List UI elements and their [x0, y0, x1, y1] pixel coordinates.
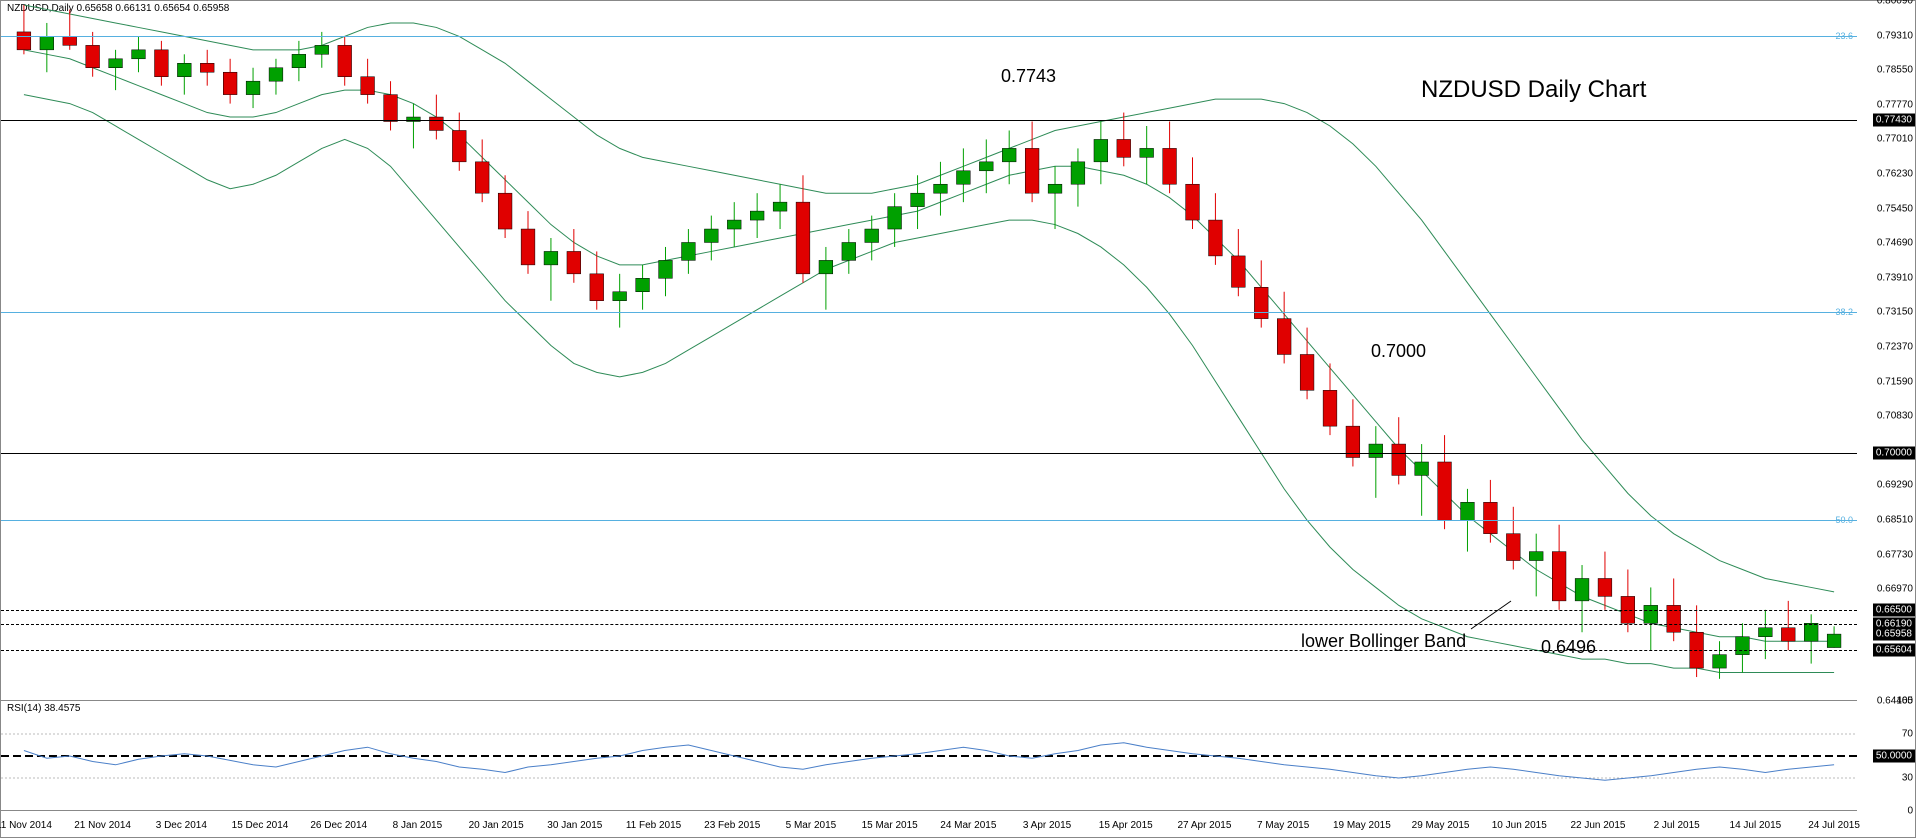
y-axis-rsi: 030507010050.0000: [1855, 701, 1915, 811]
date-tick: 8 Jan 2015: [393, 820, 443, 831]
date-tick: 30 Jan 2015: [547, 820, 602, 831]
chart-container: NZDUSD,Daily 0.65658 0.66131 0.65654 0.6…: [0, 0, 1916, 838]
price-label: 0.80090: [1877, 0, 1913, 7]
price-label: 0.69290: [1877, 479, 1913, 490]
date-tick: 29 May 2015: [1412, 820, 1470, 831]
price-label: 0.73910: [1877, 272, 1913, 283]
annotation-text: NZDUSD Daily Chart: [1421, 76, 1646, 104]
date-tick: 11 Nov 2014: [0, 820, 52, 831]
price-label-box: 0.65604: [1873, 643, 1915, 656]
h-line: [1, 610, 1857, 611]
price-label: 0.68510: [1877, 514, 1913, 525]
date-tick: 5 Mar 2015: [786, 820, 837, 831]
date-tick: 7 May 2015: [1257, 820, 1309, 831]
rsi-label: 100: [1896, 696, 1913, 707]
annotation-text: lower Bollinger Band: [1301, 631, 1466, 652]
price-label: 0.74690: [1877, 237, 1913, 248]
date-axis: 11 Nov 2014 21 Nov 2014 3 Dec 2014 15 Dec 2…: [1, 809, 1857, 837]
y-axis-price: 0.80090 0.79310 0.78550 0.77770 0.77430 0.770…: [1855, 1, 1915, 701]
date-tick: 23 Feb 2015: [704, 820, 760, 831]
date-tick: 19 May 2015: [1333, 820, 1391, 831]
annotation-text: 0.6496: [1541, 637, 1596, 658]
date-tick: 3 Dec 2014: [156, 820, 207, 831]
date-tick: 20 Jan 2015: [469, 820, 524, 831]
price-label: 0.77010: [1877, 133, 1913, 144]
h-line: [1, 520, 1857, 521]
h-line: [1, 36, 1857, 37]
price-panel[interactable]: NZDUSD,Daily 0.65658 0.66131 0.65654 0.6…: [1, 1, 1857, 701]
price-label-box: 0.66500: [1873, 603, 1915, 616]
date-tick: 22 Jun 2015: [1570, 820, 1625, 831]
price-label: 0.79310: [1877, 30, 1913, 41]
price-label: 0.66970: [1877, 583, 1913, 594]
fib-label: 38.2: [1835, 307, 1853, 317]
price-label: 0.70830: [1877, 410, 1913, 421]
date-tick: 15 Apr 2015: [1099, 820, 1153, 831]
h-line: [1, 120, 1857, 121]
date-tick: 26 Dec 2014: [310, 820, 367, 831]
price-label: 0.77770: [1877, 99, 1913, 110]
date-tick: 11 Feb 2015: [626, 820, 681, 831]
price-label: 0.71590: [1877, 376, 1913, 387]
date-tick: 15 Dec 2014: [232, 820, 289, 831]
date-tick: 10 Jun 2015: [1492, 820, 1547, 831]
date-tick: 14 Jul 2015: [1730, 820, 1782, 831]
price-label: 0.72370: [1877, 341, 1913, 352]
rsi-svg: [1, 701, 1857, 811]
rsi-label: 30: [1902, 773, 1913, 784]
rsi-header: RSI(14) 38.4575: [7, 703, 80, 714]
price-label: 0.75450: [1877, 203, 1913, 214]
date-tick: 2 Jul 2015: [1654, 820, 1700, 831]
price-label: 0.67730: [1877, 549, 1913, 560]
fib-label: 50.0: [1835, 515, 1853, 525]
date-tick: 24 Mar 2015: [940, 820, 996, 831]
h-line: [1, 624, 1857, 625]
price-label-box: 0.70000: [1873, 447, 1915, 460]
date-tick: 27 Apr 2015: [1177, 820, 1231, 831]
rsi-panel[interactable]: RSI(14) 38.4575: [1, 701, 1857, 811]
h-line: [1, 312, 1857, 313]
date-tick: 3 Apr 2015: [1023, 820, 1071, 831]
price-label: 0.73150: [1877, 306, 1913, 317]
rsi-label: 70: [1902, 729, 1913, 740]
annotation-text: 0.7000: [1371, 341, 1426, 362]
rsi-midline-box: 50.0000: [1873, 750, 1915, 763]
h-line: [1, 453, 1857, 454]
price-svg: [1, 1, 1857, 701]
rsi-label: 0: [1907, 806, 1913, 817]
date-tick: 21 Nov 2014: [74, 820, 131, 831]
price-label: 0.78550: [1877, 64, 1913, 75]
date-tick: 24 Jul 2015: [1808, 820, 1860, 831]
date-tick: 15 Mar 2015: [862, 820, 918, 831]
chart-header: NZDUSD,Daily 0.65658 0.66131 0.65654 0.6…: [7, 3, 229, 14]
price-label-box: 0.65958: [1873, 628, 1915, 641]
price-label: 0.76230: [1877, 168, 1913, 179]
annotation-text: 0.7743: [1001, 66, 1056, 87]
price-label-box: 0.77430: [1873, 114, 1915, 127]
fib-label: 23.6: [1835, 31, 1853, 41]
